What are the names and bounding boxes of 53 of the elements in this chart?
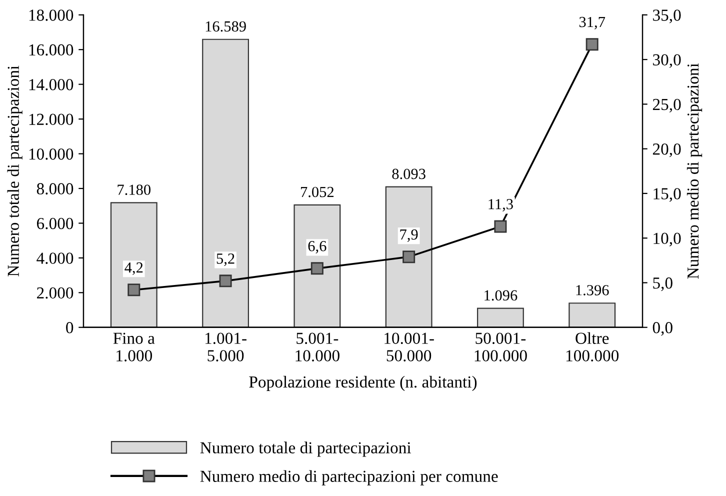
bar [385, 186, 432, 328]
data-label: 16.589 [206, 21, 246, 32]
data-label: 4,2 [124, 262, 143, 275]
data-label: 7.180 [118, 184, 150, 195]
point [402, 250, 416, 264]
y-tick-label: 8.000 [36, 183, 74, 194]
y-tick-label: 2.000 [37, 287, 74, 299]
point [310, 262, 324, 275]
y-tick-label: 4.000 [36, 252, 74, 264]
y2-tick-label: 30,0 [653, 54, 681, 68]
y-axis-title: Numero totale di partecipazioni [7, 66, 22, 276]
y-tick-label: 16.000 [29, 44, 74, 56]
y-tick-label: 12.000 [29, 114, 74, 126]
data-label: 8.093 [392, 168, 426, 180]
y2-tick-label: 35,0 [653, 10, 681, 24]
y2-tick-label: 25,0 [652, 98, 681, 113]
point [494, 220, 507, 233]
data-label: 31,7 [579, 16, 606, 30]
x-tick-label: 50.001- 100.000 [474, 332, 527, 362]
point [586, 38, 598, 51]
point [128, 284, 140, 296]
legend-label: Numero totale di partecipazioni [200, 442, 412, 457]
x-axis-title: Popolazione residente (n. abitanti) [249, 376, 477, 391]
data-label: 1.396 [576, 285, 609, 296]
x-tick-label: 1.001- 5.000 [205, 332, 246, 362]
y2-tick-label: 5,0 [653, 277, 672, 292]
x-tick-label: Fino a 1.000 [113, 332, 155, 362]
data-label: 1.096 [484, 290, 518, 301]
point [219, 274, 232, 288]
data-label: 11,3 [488, 199, 513, 212]
y2-axis-title: Numero medio di partecipazioni [686, 63, 702, 279]
bar [202, 38, 249, 328]
data-label: 7,9 [400, 229, 418, 242]
legend-label: Numero medio di partecipazioni per comune [200, 470, 498, 486]
y2-tick-label: 0,0 [652, 322, 672, 336]
y-tick-label: 18.000 [29, 10, 74, 21]
y2-tick-label: 20,0 [652, 144, 681, 158]
x-tick-label: 10.001- 50.000 [384, 332, 434, 362]
y-tick-label: 6.000 [36, 218, 74, 230]
y-tick-label: 0 [66, 322, 74, 334]
bar [294, 204, 341, 328]
data-label: 7.052 [301, 186, 334, 198]
data-label: 6,6 [308, 241, 326, 254]
y-tick-label: 10.000 [29, 148, 74, 160]
bar [477, 308, 524, 328]
y-tick-label: 14.000 [29, 79, 74, 90]
x-tick-label: Oltre 100.000 [566, 332, 619, 362]
y2-tick-label: 15,0 [654, 188, 681, 202]
bar [110, 202, 158, 328]
bar [568, 302, 616, 328]
y2-tick-label: 10,0 [654, 232, 681, 246]
x-tick-label: 5.001- 10.000 [296, 332, 340, 362]
data-label: 5,2 [216, 254, 234, 266]
